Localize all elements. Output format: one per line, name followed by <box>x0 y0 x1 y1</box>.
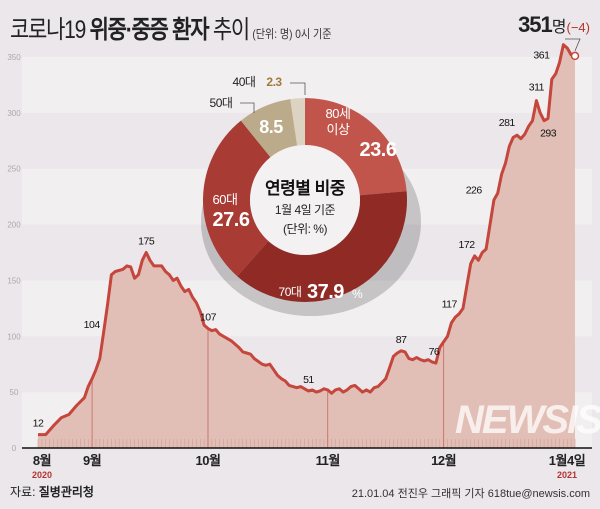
slice-value: 2.3 <box>266 75 282 89</box>
leader-line <box>240 102 255 113</box>
data-label: 226 <box>466 185 483 197</box>
x-tick-label: 8월 <box>33 453 51 468</box>
y-tick-label: 300 <box>7 109 21 118</box>
data-label: 51 <box>303 374 314 386</box>
y-tick-label: 200 <box>7 221 21 230</box>
y-tick-label: 100 <box>7 332 21 341</box>
slice-unit: % <box>352 287 363 301</box>
y-tick-label: 0 <box>12 444 17 453</box>
data-label: 361 <box>533 50 550 62</box>
slice-value: 27.6 <box>213 209 250 231</box>
slice-name: 40대 <box>233 75 256 89</box>
y-tick-label: 150 <box>7 276 21 285</box>
latest-value: 351명(−4) <box>518 12 590 38</box>
x-tick-label: 1월4일 <box>549 453 585 468</box>
title-prefix: 코로나19 <box>10 16 90 44</box>
unit-note: (단위: 명) 0시 기준 <box>252 27 332 41</box>
slice-value: 23.6 <box>360 139 397 161</box>
x-tick-label: 9월 <box>83 453 101 468</box>
year-label: 2021 <box>557 470 577 480</box>
latest-change: (−4) <box>566 20 590 35</box>
slice-name: 이상 <box>327 122 350 137</box>
latest-marker <box>570 51 580 61</box>
y-tick-label: 250 <box>7 165 21 174</box>
pie-slice <box>202 120 271 277</box>
data-label: 293 <box>540 128 557 140</box>
donut-subtitle: 1월 4일 기준 <box>275 203 336 217</box>
data-label: 87 <box>396 334 407 346</box>
slice-value: 37.9 <box>307 281 344 303</box>
data-label: 175 <box>138 236 155 248</box>
data-label: 76 <box>429 346 440 358</box>
x-tick-label: 12월 <box>431 453 456 468</box>
series-line <box>38 43 576 437</box>
slice-value: 8.5 <box>259 117 283 137</box>
donut-hole <box>250 145 360 255</box>
latest-number: 351 <box>518 12 553 37</box>
slice-name: 50대 <box>210 96 233 110</box>
slice-name: 80세 <box>326 106 351 121</box>
x-tick-label: 11월 <box>316 453 340 468</box>
data-label: 281 <box>499 117 516 129</box>
data-label: 104 <box>84 319 101 331</box>
watermark: NEWSIS <box>455 398 600 442</box>
pie-slice <box>305 98 407 196</box>
y-tick-label: 350 <box>7 53 21 62</box>
title-suffix: 추이 <box>208 16 250 44</box>
data-label: 172 <box>459 239 476 251</box>
leader-line <box>565 38 581 52</box>
pie-slice <box>237 191 407 302</box>
data-label: 311 <box>529 82 545 94</box>
data-label: 12 <box>33 418 44 430</box>
pie-slice <box>290 98 305 146</box>
data-label: 107 <box>200 311 217 323</box>
source-name: 질병관리청 <box>38 485 94 499</box>
source-label: 자료: <box>10 485 39 499</box>
year-label: 2020 <box>32 470 52 480</box>
leader-line <box>290 82 306 95</box>
title-bold: 위중·중증 환자 <box>89 16 210 44</box>
slice-name: 60대 <box>213 192 238 207</box>
pie-slice <box>240 99 298 158</box>
latest-unit: 명 <box>551 19 567 36</box>
donut-title: 연령별 비중 <box>265 178 346 198</box>
slice-name: 70대 <box>279 285 302 299</box>
x-tick-label: 10월 <box>196 453 221 468</box>
source: 자료: 질병관리청 <box>10 483 94 500</box>
y-tick-label: 50 <box>10 388 19 397</box>
chart-title: 코로나19 위중·중증 환자 추이 (단위: 명) 0시 기준 <box>10 10 332 46</box>
data-label: 117 <box>442 298 458 310</box>
donut-unit: (단위: %) <box>283 222 327 236</box>
credit: 21.01.04 전진우 그래픽 기자 618tue@newsis.com <box>351 488 590 500</box>
